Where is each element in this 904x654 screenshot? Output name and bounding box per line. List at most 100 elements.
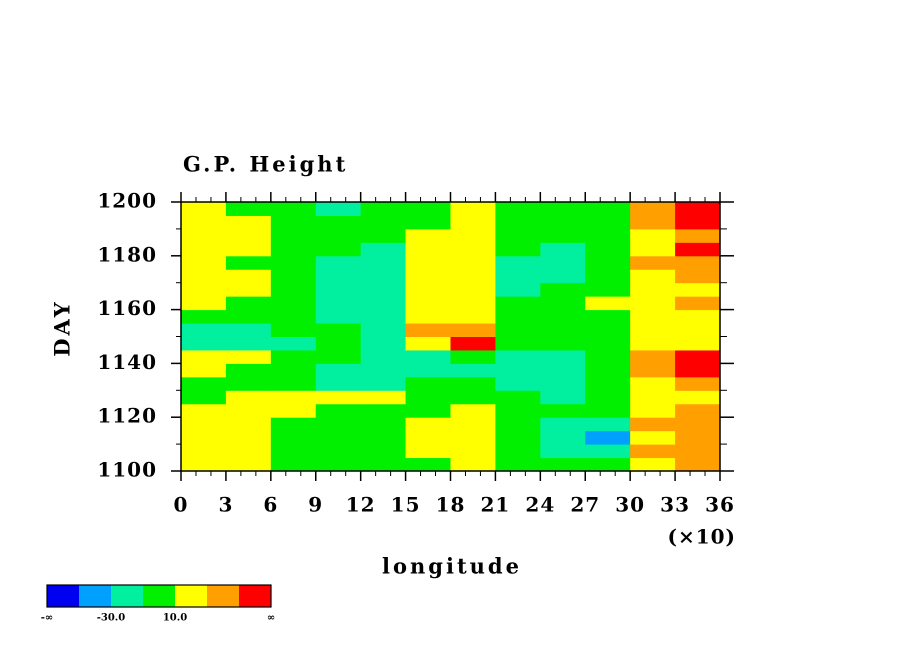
contour-cell	[450, 376, 496, 391]
contour-cell	[540, 417, 586, 432]
contour-cell	[405, 309, 451, 324]
contour-cell	[315, 255, 362, 270]
contour-cell	[270, 349, 317, 364]
x-tick-label: 18	[436, 493, 466, 517]
contour-cell	[181, 255, 227, 270]
contour-cell	[315, 444, 362, 459]
contour-cell	[450, 430, 496, 445]
contour-cell	[181, 269, 227, 284]
contour-cell	[405, 457, 451, 472]
contour-cell	[181, 457, 227, 472]
contour-cell	[225, 390, 272, 405]
contour-cell	[270, 309, 317, 324]
contour-cell	[585, 376, 631, 391]
contour-cell	[630, 269, 676, 284]
contour-cell	[225, 336, 272, 351]
contour-cell	[675, 296, 721, 311]
x-tick-label: 3	[218, 493, 233, 517]
contour-cell	[630, 444, 676, 459]
contour-cell	[405, 336, 451, 351]
contour-cell	[360, 215, 407, 230]
contour-cell	[270, 296, 317, 311]
contour-cell	[270, 202, 317, 216]
x-tick-label: 0	[174, 493, 189, 517]
contour-cell	[225, 309, 272, 324]
contour-cell	[270, 403, 317, 418]
contour-cell	[270, 417, 317, 432]
contour-cell	[675, 430, 721, 445]
contour-cell	[181, 444, 227, 459]
contour-cell	[360, 457, 407, 472]
contour-cell	[495, 215, 541, 230]
contour-cell	[495, 403, 541, 418]
x-axis-label: longitude	[382, 554, 522, 579]
colorbar-swatch	[239, 585, 271, 607]
contour-cell	[450, 228, 496, 243]
contour-cell	[675, 349, 721, 364]
contour-cell	[225, 349, 272, 364]
contour-cell	[270, 282, 317, 297]
contour-cell	[540, 228, 586, 243]
contour-cell	[495, 430, 541, 445]
contour-cell	[495, 296, 541, 311]
contour-cell	[630, 242, 676, 257]
contour-cell	[675, 242, 721, 257]
contour-cell	[360, 242, 407, 257]
colorbar-swatch	[79, 585, 111, 607]
colorbar-label: 10.0	[163, 613, 187, 624]
contour-cell	[585, 430, 631, 445]
contour-cell	[360, 323, 407, 337]
contour-cell	[225, 376, 272, 391]
contour-cell	[495, 390, 541, 405]
colorbar-swatch	[47, 585, 79, 607]
contour-cell	[540, 296, 586, 311]
contour-cell	[315, 296, 362, 311]
contour-cell	[630, 255, 676, 270]
contour-cell	[270, 215, 317, 230]
x-tick-label: 6	[263, 493, 278, 517]
contour-cell	[675, 202, 721, 216]
contour-cell	[630, 215, 676, 230]
contour-cell	[540, 336, 586, 351]
contour-cell	[630, 403, 676, 418]
x-tick-label: 9	[308, 493, 323, 517]
contour-cell	[495, 349, 541, 364]
contour-cell	[270, 457, 317, 472]
contour-cell	[585, 296, 631, 311]
contour-cell	[181, 336, 227, 351]
contour-cell	[181, 430, 227, 445]
colorbar-label: -∞	[41, 613, 53, 624]
contour-cell	[225, 444, 272, 459]
contour-cell	[360, 228, 407, 243]
contour-cell	[360, 430, 407, 445]
contour-cell	[225, 363, 272, 378]
contour-cell	[450, 296, 496, 311]
contour-cell	[315, 390, 362, 405]
contour-cell	[270, 242, 317, 257]
contour-cell	[540, 430, 586, 445]
contour-cell	[495, 323, 541, 337]
contour-cell	[270, 336, 317, 351]
contour-cell	[450, 323, 496, 337]
y-tick-label: 1200	[97, 189, 157, 213]
contour-cell	[181, 403, 227, 418]
colorbar-frame	[46, 584, 272, 608]
contour-cell	[450, 215, 496, 230]
contour-cell	[450, 269, 496, 284]
contour-cell	[585, 336, 631, 351]
contour-cell	[675, 390, 721, 405]
contour-cell	[270, 444, 317, 459]
contour-cell	[675, 255, 721, 270]
x-tick-label: 12	[346, 493, 376, 517]
contour-cell	[450, 282, 496, 297]
contour-cell	[450, 202, 496, 216]
contour-cell	[181, 363, 227, 378]
contour-cell	[225, 296, 272, 311]
contour-cell	[315, 457, 362, 472]
contour-cell	[630, 282, 676, 297]
y-tick-label: 1100	[97, 458, 157, 482]
contour-cell	[405, 255, 451, 270]
contour-cell	[450, 336, 496, 351]
contour-cell	[360, 349, 407, 364]
